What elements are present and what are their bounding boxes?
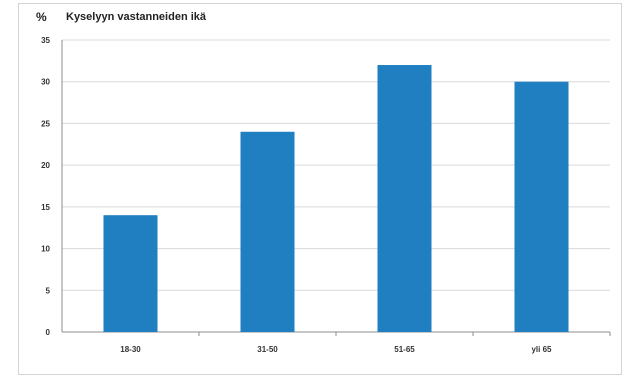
y-tick-label: 0 [46,328,51,337]
y-tick-label: 30 [41,78,50,87]
bar [514,81,569,332]
y-unit-label: % [36,10,47,24]
bar [377,65,432,333]
y-tick-label: 20 [41,161,50,170]
x-tick-label: 18-30 [120,345,141,354]
bar [103,215,158,332]
y-tick-label: 10 [41,245,50,254]
chart-title: Kyselyyn vastanneiden ikä [66,11,207,23]
x-tick-label: yli 65 [531,345,552,354]
x-tick-label: 51-65 [394,345,415,354]
y-tick-label: 25 [41,119,50,128]
bar [240,131,295,332]
y-tick-label: 5 [46,286,51,295]
x-tick-label: 31-50 [257,345,278,354]
y-tick-label: 35 [41,36,50,45]
y-tick-label: 15 [41,203,50,212]
